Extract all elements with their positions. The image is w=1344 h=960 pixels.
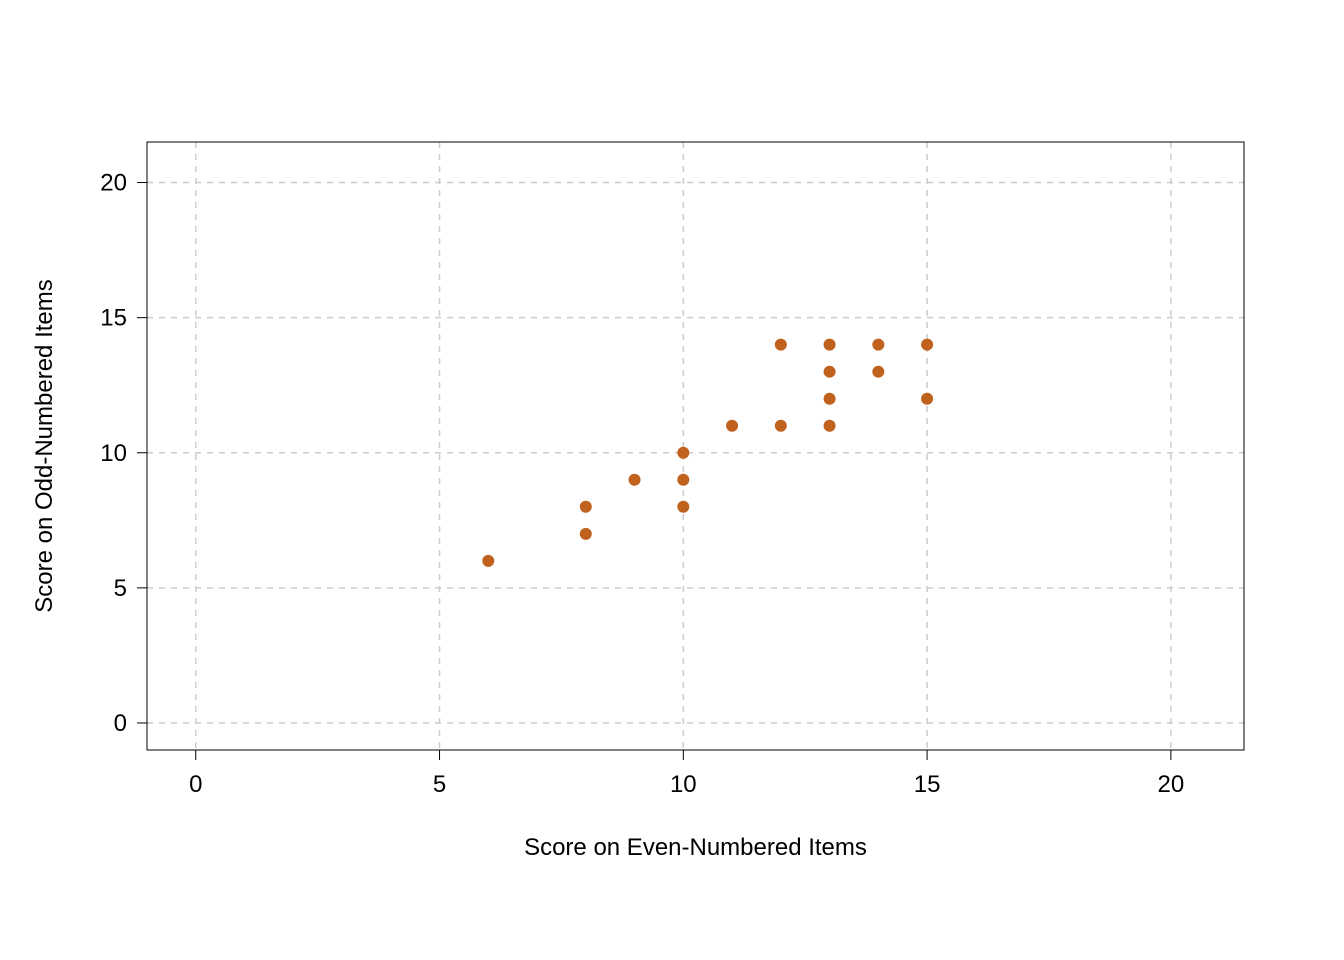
grid xyxy=(147,142,1244,750)
x-axis-label: Score on Even-Numbered Items xyxy=(524,834,867,861)
y-tick-label: 0 xyxy=(114,710,127,737)
x-tick-label: 15 xyxy=(914,771,941,798)
x-tick-label: 20 xyxy=(1158,771,1185,798)
y-tick-label: 10 xyxy=(100,440,127,467)
y-tick-label: 20 xyxy=(100,170,127,197)
data-points xyxy=(482,339,933,567)
y-axis: 0 5 10 15 20 xyxy=(100,170,147,737)
y-tick-label: 15 xyxy=(100,305,127,332)
plot-border xyxy=(147,142,1244,750)
x-tick-label: 10 xyxy=(670,771,697,798)
scatter-chart: 0 5 10 15 20 0 5 10 15 20 Score on Even-Numbered I… xyxy=(0,0,1344,960)
x-tick-label: 0 xyxy=(189,771,202,798)
y-axis-label: Score on Odd-Numbered Items xyxy=(31,279,58,612)
x-tick-label: 5 xyxy=(433,771,446,798)
x-axis: 0 5 10 15 20 xyxy=(189,750,1184,798)
y-tick-label: 5 xyxy=(114,575,127,602)
chart-svg: 0 5 10 15 20 0 5 10 15 20 Score on Even-Numbered I… xyxy=(0,0,1344,960)
